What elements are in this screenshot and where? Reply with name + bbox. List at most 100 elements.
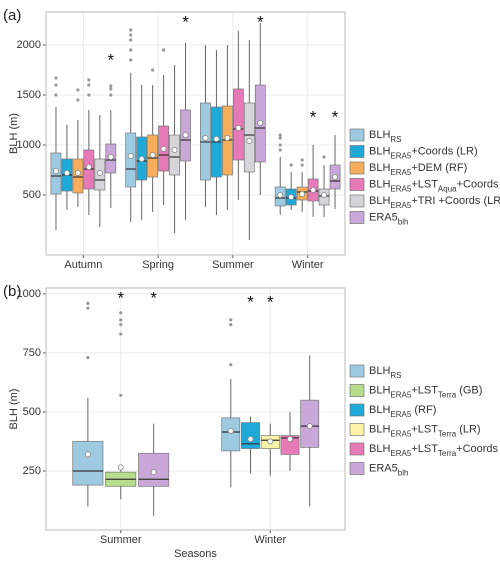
mean	[277, 191, 284, 198]
mean	[286, 436, 293, 443]
outlier	[119, 332, 123, 336]
significance-marker: *	[332, 107, 339, 126]
outlier	[119, 393, 123, 398]
legend-label-part: +LST	[411, 443, 438, 455]
mean	[267, 438, 274, 445]
outlier	[54, 83, 58, 87]
outlier	[129, 38, 133, 42]
legend-label-part: Terra	[438, 390, 457, 399]
x-tick-label: Spring	[142, 259, 174, 271]
mean	[160, 145, 167, 152]
legend-swatch	[349, 364, 365, 378]
legend-label-part: BLH	[369, 178, 390, 190]
significance-marker: *	[247, 292, 254, 311]
legend-label-part: ERA5	[369, 211, 398, 223]
legend-label: BLHERA5+LSTAqua+Coords (RF)	[369, 178, 500, 193]
legend-label-part: ERA5	[390, 449, 411, 458]
outlier	[54, 93, 58, 97]
legend-label-part: ERA5	[390, 429, 411, 438]
legend-swatch	[349, 384, 365, 397]
legend-label-part: BLH	[369, 162, 390, 174]
significance-marker: *	[182, 12, 189, 31]
legend-swatch	[349, 462, 365, 475]
legend-label-part: +Coords (RF)	[457, 178, 500, 190]
legend-label-part: +Coords (LR)	[411, 145, 477, 157]
outlier	[129, 48, 133, 52]
x-axis-title: Seasons	[174, 548, 217, 560]
legend-label: BLHRS	[369, 365, 402, 380]
legend-label-part: BLH	[369, 423, 390, 435]
legend-label-part: BLH	[369, 443, 390, 455]
outlier	[86, 301, 90, 305]
legend-label: BLHERA5+LSTTerra (GB)	[369, 384, 482, 399]
mean	[96, 169, 103, 176]
mean	[107, 153, 114, 160]
legend-label-part: ERA5	[390, 201, 411, 210]
y-tick-label: 500	[23, 406, 41, 418]
legend-label-part: RS	[390, 371, 401, 380]
y-tick-label: 1000	[17, 139, 41, 151]
x-tick-label: Summer	[212, 259, 254, 271]
mean	[321, 191, 328, 198]
legend-label-part: +DEM (RF)	[411, 162, 467, 174]
outlier	[229, 322, 233, 327]
legend-label-part: BLH	[369, 365, 390, 377]
outlier	[54, 76, 58, 80]
x-tick-label: Winter	[254, 534, 286, 546]
box	[241, 422, 260, 449]
legend-label-part: ERA5	[390, 168, 411, 177]
y-tick-label: 500	[23, 189, 41, 201]
box	[138, 452, 170, 487]
legend-swatch	[349, 211, 365, 224]
outlier	[109, 87, 113, 91]
mean	[310, 186, 317, 193]
y-axis-title: BLH (m)	[8, 389, 20, 430]
legend-label-part: +LST	[411, 178, 438, 190]
significance-marker: *	[150, 288, 157, 307]
mean	[171, 146, 178, 153]
significance-marker: *	[267, 292, 274, 311]
outlier	[87, 78, 91, 82]
legend-label-part: BLH	[369, 404, 390, 416]
legend-label-part: ERA5	[390, 184, 411, 193]
y-tick-label: 1000	[17, 288, 41, 300]
legend-label-part: (RF)	[411, 404, 436, 416]
legend-label-part: blh	[398, 468, 409, 477]
legend-swatch	[349, 403, 365, 417]
legend-label-part: +TRI +Coords (LR)	[411, 195, 500, 207]
mean	[288, 193, 295, 200]
box	[125, 132, 137, 188]
legend-label-part: (GB)	[456, 384, 482, 396]
outlier	[87, 83, 91, 87]
legend-swatch	[349, 145, 365, 158]
legend-label-part: +LST	[411, 384, 438, 396]
plot-frame	[45, 11, 346, 256]
box	[243, 102, 255, 173]
box	[169, 134, 180, 176]
mean	[149, 151, 156, 158]
outlier	[86, 356, 90, 360]
mean	[84, 451, 91, 458]
legend-label-part: ERA5	[369, 462, 398, 474]
outlier	[119, 322, 123, 327]
legend-label-part: RS	[390, 135, 401, 144]
legend-label-part: +LST	[411, 423, 438, 435]
mean	[235, 125, 242, 132]
legend-label-part: BLH	[369, 384, 390, 396]
panel-label: (a)	[3, 7, 21, 24]
outlier	[76, 98, 80, 102]
box	[221, 417, 241, 452]
mean	[63, 169, 70, 176]
x-tick-label: Summer	[100, 534, 142, 546]
legend-label-part: blh	[398, 217, 409, 226]
outlier	[76, 88, 80, 92]
legend-swatch	[349, 161, 365, 175]
box	[232, 88, 244, 161]
legend-label-part: Terra	[438, 449, 457, 458]
outlier	[300, 158, 304, 162]
outlier	[322, 155, 326, 159]
legend-label: ERA5blh	[369, 211, 408, 226]
legend-label-part: ERA5	[390, 390, 411, 399]
mean	[117, 464, 124, 471]
panel-label: (b)	[3, 283, 21, 300]
